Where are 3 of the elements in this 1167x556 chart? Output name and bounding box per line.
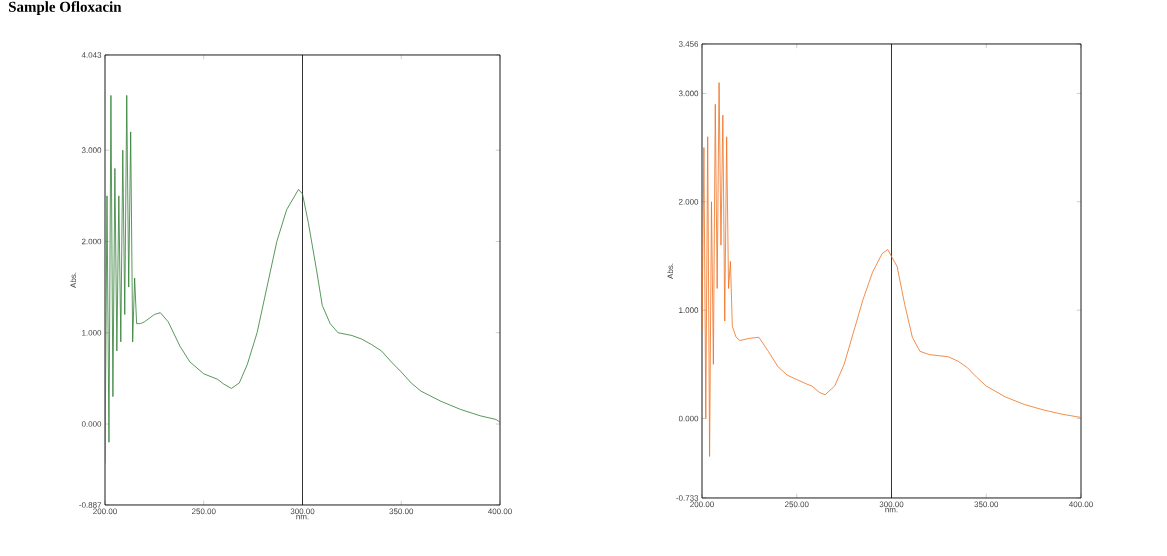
chart-title: Sample Ofloxacin xyxy=(9,1,122,15)
line-series xyxy=(105,95,501,464)
line-series xyxy=(702,82,1082,457)
